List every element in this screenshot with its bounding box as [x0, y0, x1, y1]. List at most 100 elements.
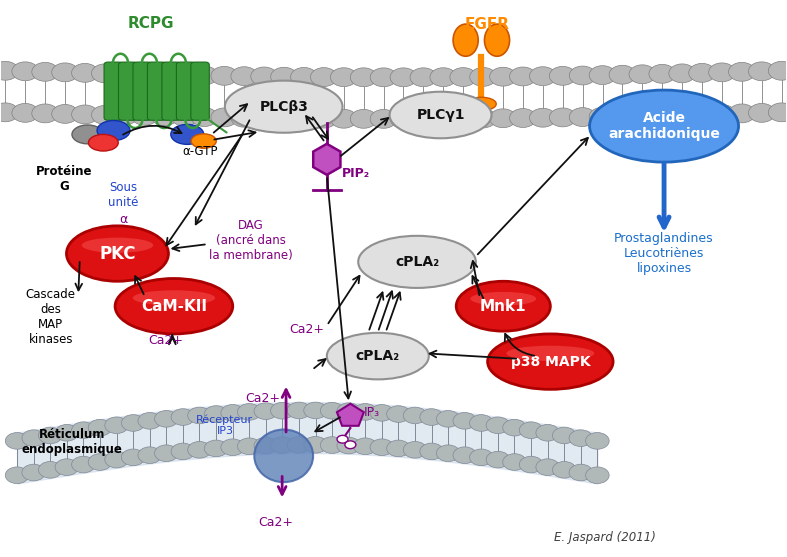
Circle shape — [238, 404, 261, 420]
Circle shape — [353, 404, 377, 420]
Circle shape — [669, 64, 696, 83]
Circle shape — [88, 454, 112, 470]
Circle shape — [320, 402, 344, 419]
Text: Prostaglandines
Leucotriènes
lipoxines: Prostaglandines Leucotriènes lipoxines — [614, 232, 714, 275]
Circle shape — [419, 409, 443, 426]
Circle shape — [138, 413, 161, 429]
Circle shape — [729, 62, 756, 81]
Circle shape — [22, 464, 46, 481]
Circle shape — [530, 108, 556, 127]
Circle shape — [290, 109, 317, 128]
Ellipse shape — [358, 236, 476, 288]
Circle shape — [287, 402, 311, 419]
Circle shape — [88, 419, 112, 436]
Circle shape — [370, 110, 397, 128]
Circle shape — [254, 437, 278, 454]
Text: PLCβ3: PLCβ3 — [259, 100, 309, 114]
Text: Acide
arachidonique: Acide arachidonique — [608, 111, 720, 141]
Circle shape — [0, 103, 19, 122]
Ellipse shape — [456, 281, 550, 331]
Circle shape — [503, 419, 527, 436]
Circle shape — [569, 464, 593, 481]
Circle shape — [271, 109, 297, 128]
Ellipse shape — [390, 92, 492, 138]
Text: PLCγ1: PLCγ1 — [416, 108, 465, 122]
Circle shape — [311, 109, 337, 128]
Text: Récepteur
IP3: Récepteur IP3 — [196, 414, 253, 437]
Circle shape — [251, 109, 278, 128]
Text: α-GTP: α-GTP — [182, 144, 217, 158]
Circle shape — [251, 67, 278, 86]
Circle shape — [187, 407, 211, 424]
Circle shape — [31, 62, 58, 81]
Circle shape — [55, 459, 79, 476]
Circle shape — [486, 417, 510, 433]
Text: CaM-KII: CaM-KII — [141, 299, 207, 314]
Circle shape — [708, 105, 735, 123]
Circle shape — [121, 449, 145, 466]
Ellipse shape — [453, 24, 478, 56]
FancyBboxPatch shape — [162, 62, 180, 120]
Circle shape — [187, 442, 211, 458]
Circle shape — [91, 105, 118, 124]
Text: PIP₂: PIP₂ — [342, 167, 370, 180]
Circle shape — [519, 456, 543, 473]
Circle shape — [729, 104, 756, 123]
Text: p38 MAPK: p38 MAPK — [511, 355, 590, 369]
Circle shape — [450, 109, 476, 128]
Text: DAG
(ancré dans
la membrane): DAG (ancré dans la membrane) — [209, 219, 293, 262]
Circle shape — [403, 407, 427, 424]
FancyBboxPatch shape — [119, 62, 137, 120]
Ellipse shape — [115, 278, 233, 334]
Circle shape — [370, 404, 394, 421]
Text: EGFR: EGFR — [465, 17, 510, 32]
Circle shape — [171, 409, 194, 426]
Circle shape — [403, 442, 427, 458]
Circle shape — [72, 456, 95, 473]
Ellipse shape — [97, 120, 130, 140]
Circle shape — [430, 109, 456, 128]
Circle shape — [331, 109, 357, 128]
Circle shape — [569, 430, 593, 447]
Circle shape — [609, 65, 636, 84]
Circle shape — [470, 414, 493, 431]
Circle shape — [386, 405, 410, 422]
Circle shape — [649, 65, 675, 83]
Circle shape — [370, 68, 397, 87]
Ellipse shape — [471, 292, 536, 306]
Circle shape — [211, 108, 238, 127]
Circle shape — [254, 403, 278, 419]
Circle shape — [629, 106, 656, 125]
Ellipse shape — [327, 333, 429, 379]
Circle shape — [689, 105, 715, 124]
Circle shape — [519, 422, 543, 438]
Circle shape — [586, 433, 609, 449]
Circle shape — [271, 402, 294, 419]
Ellipse shape — [88, 134, 118, 151]
Text: Mnk1: Mnk1 — [480, 299, 527, 314]
Circle shape — [112, 106, 138, 125]
Circle shape — [350, 109, 377, 128]
Ellipse shape — [589, 90, 738, 162]
Circle shape — [205, 405, 227, 422]
Circle shape — [549, 108, 576, 127]
Circle shape — [430, 68, 456, 86]
Text: E. Jaspard (2011): E. Jaspard (2011) — [554, 531, 656, 544]
Text: Réticulum
endoplasmique: Réticulum endoplasmique — [21, 428, 123, 456]
Circle shape — [629, 65, 656, 84]
Circle shape — [154, 411, 178, 427]
Circle shape — [337, 403, 360, 419]
Circle shape — [609, 107, 636, 126]
Circle shape — [509, 109, 536, 128]
Text: cPLA₂: cPLA₂ — [356, 349, 400, 363]
Circle shape — [486, 451, 510, 468]
Circle shape — [105, 451, 128, 468]
Circle shape — [287, 437, 311, 453]
Circle shape — [337, 437, 360, 454]
Circle shape — [589, 108, 616, 126]
Circle shape — [290, 67, 317, 86]
Polygon shape — [337, 404, 364, 426]
Circle shape — [536, 459, 560, 476]
Circle shape — [450, 67, 476, 86]
Ellipse shape — [488, 334, 613, 389]
